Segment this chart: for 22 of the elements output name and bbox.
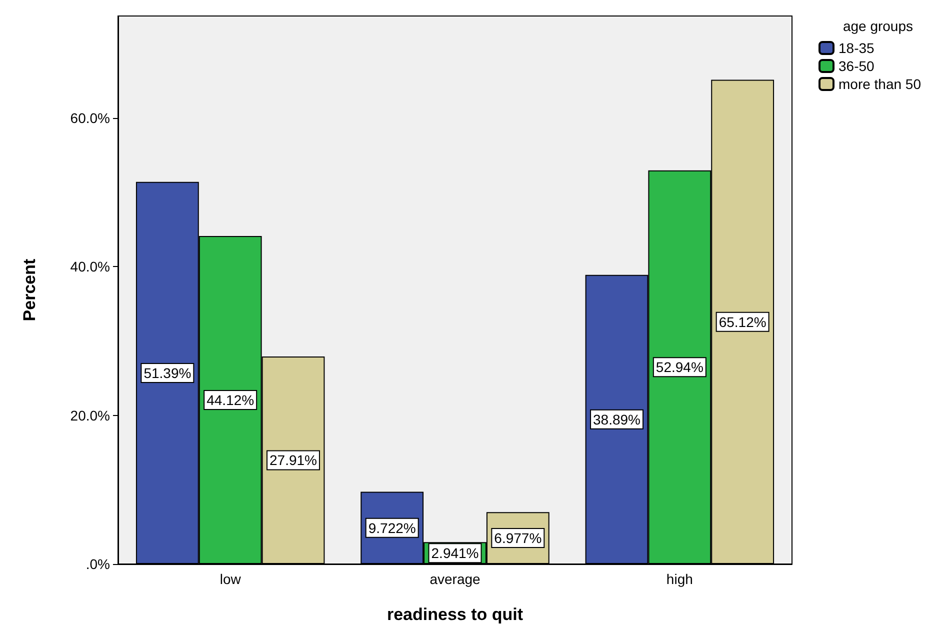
y-axis-title: Percent — [20, 258, 39, 322]
legend-label: 18-35 — [838, 40, 875, 56]
y-tick-label: 60.0% — [70, 110, 110, 126]
data-label: 51.39% — [144, 364, 192, 381]
legend-label: 36-50 — [838, 58, 875, 74]
x-tick-label: average — [430, 571, 481, 587]
y-tick-label: 40.0% — [70, 258, 110, 275]
x-tick-label: high — [666, 571, 693, 587]
data-label: 6.977% — [494, 530, 542, 546]
y-tick-label: .0% — [86, 556, 110, 572]
data-label: 52.94% — [656, 359, 704, 376]
x-tick-label: low — [220, 571, 242, 587]
data-label: 2.941% — [431, 545, 479, 562]
legend-title: age groups — [842, 18, 914, 34]
data-label: 38.89% — [593, 411, 640, 428]
data-label: 44.12% — [206, 392, 254, 408]
x-axis-title: readiness to quit — [386, 605, 524, 624]
data-label: 27.91% — [270, 452, 317, 468]
legend-label: more than 50 — [838, 76, 922, 92]
data-label: 65.12% — [718, 314, 766, 330]
y-tick-label: 20.0% — [70, 407, 110, 424]
data-label: 9.722% — [368, 520, 416, 536]
